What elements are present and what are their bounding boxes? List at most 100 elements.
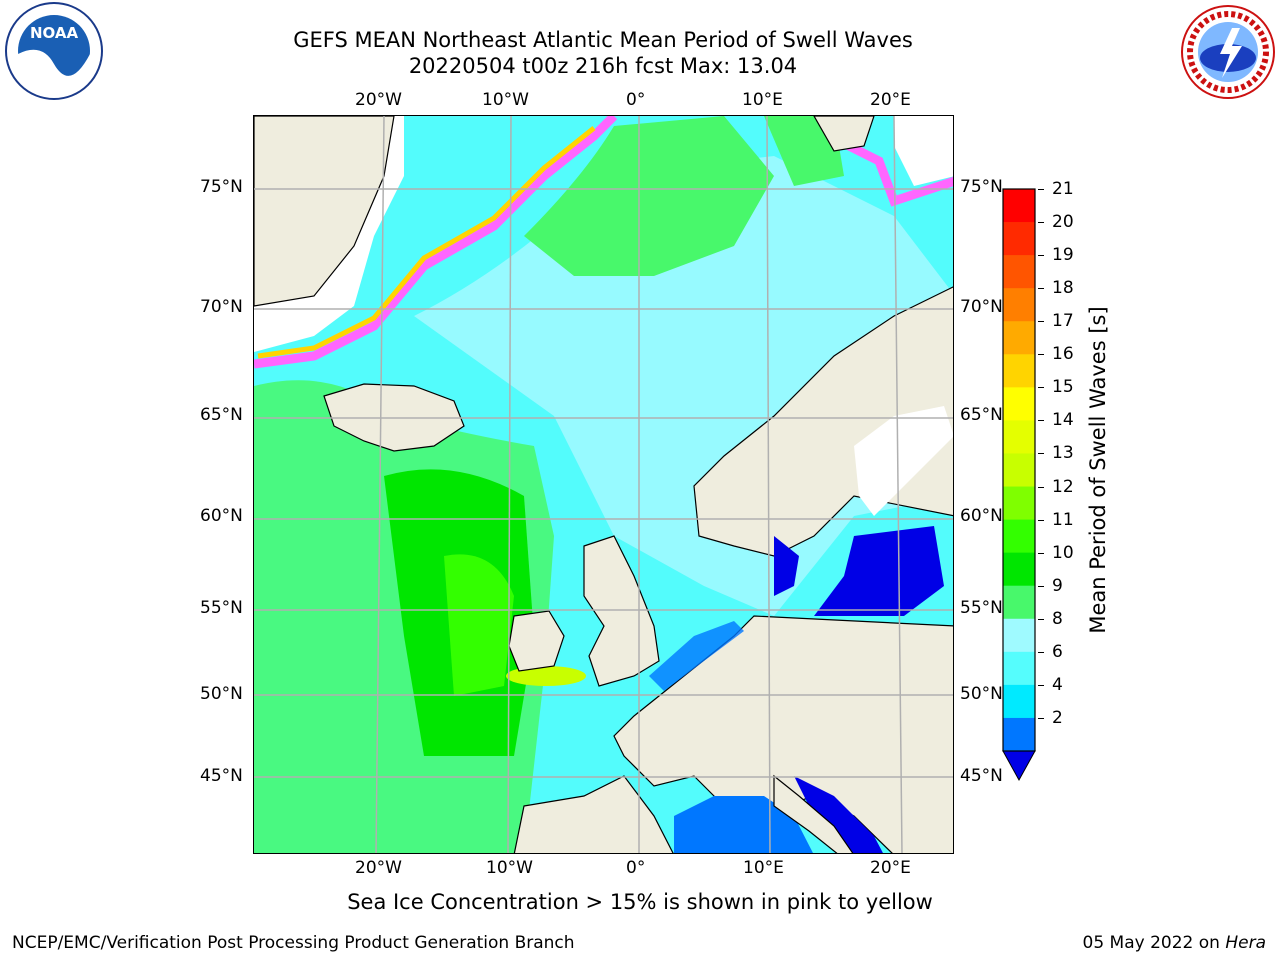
colorbar-label: Mean Period of Swell Waves [s]	[1086, 306, 1110, 634]
lat-label-right: 45°N	[960, 766, 1003, 786]
lat-label-left: 60°N	[200, 506, 243, 526]
colorbar-tick-mark	[1038, 717, 1044, 719]
colorbar-cell	[1003, 420, 1035, 454]
land-britain	[583, 535, 660, 687]
colorbar-tick-mark	[1038, 585, 1044, 587]
colorbar-tick-mark	[1038, 354, 1044, 356]
colorbar-tick-label: 19	[1052, 245, 1074, 266]
chart-title-line1: GEFS MEAN Northeast Atlantic Mean Period…	[293, 28, 913, 52]
lon-label-bottom: 10°W	[486, 858, 533, 878]
lon-label-top: 10°E	[742, 90, 783, 110]
land-iberia	[513, 775, 674, 853]
lat-label-right: 60°N	[960, 506, 1003, 526]
lon-label-bottom: 20°E	[870, 858, 911, 878]
colorbar-tick-mark	[1038, 684, 1044, 686]
colorbar-cell	[1003, 717, 1035, 752]
baltic-sea	[814, 526, 944, 616]
footer-left: NCEP/EMC/Verification Post Processing Pr…	[12, 933, 575, 953]
land-greenland	[254, 116, 395, 307]
colorbar-cell	[1003, 453, 1035, 488]
land-italy	[773, 774, 854, 853]
colorbar-tick-mark	[1038, 222, 1044, 224]
colorbar-tick-label: 13	[1052, 443, 1074, 464]
lat-label-left: 55°N	[200, 598, 243, 618]
lat-label-left: 65°N	[200, 405, 243, 425]
colorbar-cell	[1003, 321, 1035, 355]
colorbar-cell	[1003, 618, 1035, 653]
colorbar-tick-label: 16	[1052, 344, 1074, 365]
land-svalbard	[813, 116, 875, 152]
colorbar-tick-label: 18	[1052, 278, 1074, 299]
lat-label-right: 75°N	[960, 177, 1003, 197]
footer-right: 05 May 2022 on Hera	[1083, 933, 1267, 953]
swell-zone-9s-north	[524, 116, 774, 276]
swell-zone-11s	[444, 554, 514, 696]
colorbar-tick-mark	[1038, 420, 1044, 422]
colorbar-tick-mark	[1038, 453, 1044, 455]
map-gridlines	[254, 116, 953, 853]
sea-ice-edge	[254, 116, 618, 369]
colorbar-cell	[1003, 255, 1035, 289]
colorbar-tick-label: 8	[1052, 608, 1063, 629]
colorbar-cell	[1003, 651, 1035, 686]
colorbar-cell	[1003, 288, 1035, 322]
lat-label-left: 50°N	[200, 684, 243, 704]
colorbar-cell	[1003, 684, 1035, 719]
lon-label-top: 20°W	[355, 90, 402, 110]
lon-label-bottom: 20°W	[355, 858, 402, 878]
lat-label-left: 45°N	[200, 766, 243, 786]
colorbar-tick-label: 12	[1052, 476, 1074, 497]
colorbar-extend-arrow	[1002, 750, 1036, 782]
lat-label-right: 65°N	[960, 405, 1003, 425]
lon-label-top: 10°W	[482, 90, 529, 110]
colorbar-ticks: 21 20 19 18 17 16 15 14 13 12 11 10 9 8 6 4 2	[1038, 179, 1098, 766]
colorbar-cell	[1003, 519, 1035, 554]
colorbar-cell	[1003, 585, 1035, 620]
colorbar-tick-mark	[1038, 255, 1044, 257]
colorbar-tick-mark	[1038, 321, 1044, 323]
colorbar-tick-label: 20	[1052, 212, 1074, 233]
colorbar-tick-label: 9	[1052, 575, 1063, 596]
nws-logo	[1181, 5, 1275, 99]
colorbar-tick-mark	[1038, 552, 1044, 554]
lat-label-right: 50°N	[960, 684, 1003, 704]
colorbar-tick-label: 10	[1052, 542, 1074, 563]
colorbar-tick-mark	[1038, 618, 1044, 620]
lon-label-bottom: 10°E	[743, 858, 784, 878]
colorbar	[1002, 188, 1036, 782]
footer-right-date: 05 May 2022 on	[1082, 933, 1226, 953]
swell-zone-12s	[506, 666, 586, 686]
lon-label-top: 0°	[626, 90, 646, 110]
footer-right-host: Hera	[1225, 933, 1266, 953]
lat-label-left: 70°N	[200, 297, 243, 317]
map-canvas	[254, 116, 953, 853]
colorbar-tick-label: 4	[1052, 674, 1063, 695]
mediterranean-sea	[674, 796, 813, 853]
colorbar-tick-mark	[1038, 519, 1044, 521]
colorbar-cell	[1003, 552, 1035, 587]
colorbar-tick-mark	[1038, 486, 1044, 488]
lat-label-left: 75°N	[200, 177, 243, 197]
noaa-logo-text: NOAA	[30, 24, 79, 42]
colorbar-tick-label: 21	[1052, 179, 1074, 199]
colorbar-tick-mark	[1038, 189, 1044, 190]
colorbar-tick-label: 14	[1052, 410, 1074, 431]
colorbar-tick-label: 15	[1052, 377, 1074, 398]
colorbar-cell	[1003, 189, 1035, 223]
map-panel	[253, 115, 954, 854]
lat-label-right: 70°N	[960, 297, 1003, 317]
noaa-logo: NOAA	[5, 2, 103, 100]
colorbar-tick-label: 2	[1052, 707, 1063, 728]
lon-label-top: 20°E	[870, 90, 911, 110]
colorbar-tick-mark	[1038, 288, 1044, 290]
colorbar-tick-label: 11	[1052, 509, 1074, 530]
lat-label-right: 55°N	[960, 598, 1003, 618]
colorbar-tick-label: 6	[1052, 641, 1063, 662]
colorbar-frame	[1002, 188, 1036, 752]
colorbar-cell	[1003, 354, 1035, 388]
sea-ice-note: Sea Ice Concentration > 15% is shown in …	[347, 890, 933, 914]
chart-title-line2: 20220504 t00z 216h fcst Max: 13.04	[408, 54, 798, 78]
colorbar-cell	[1003, 222, 1035, 256]
colorbar-tick-mark	[1038, 387, 1044, 389]
colorbar-tick-mark	[1038, 651, 1044, 653]
